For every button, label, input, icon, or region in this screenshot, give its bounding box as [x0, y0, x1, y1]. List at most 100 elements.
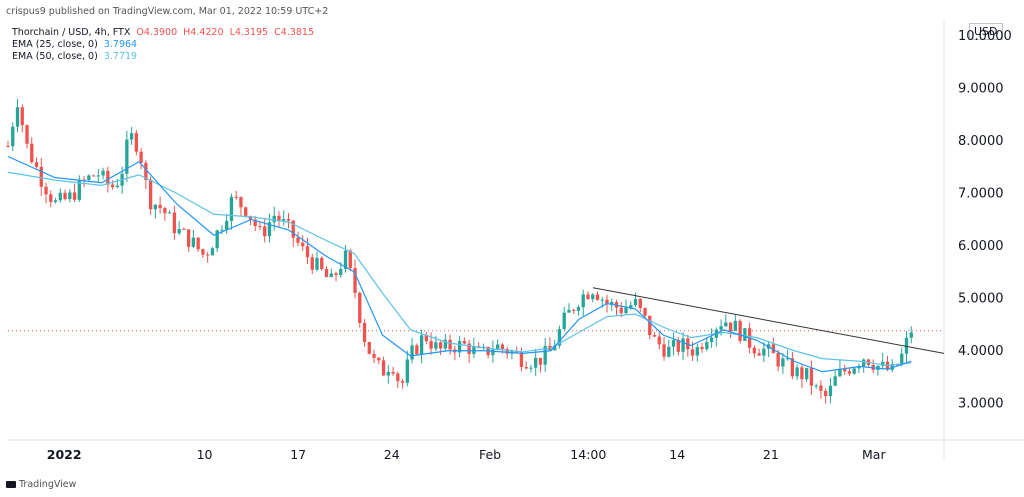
candle-body — [158, 204, 162, 209]
y-tick-label: 4.0000 — [958, 344, 1004, 359]
candle-body — [434, 342, 438, 349]
candle-body — [191, 237, 196, 247]
candle-body — [30, 143, 34, 163]
candle-body — [438, 342, 443, 349]
currency-badge[interactable]: USD — [969, 23, 1003, 40]
candle-body — [657, 336, 661, 345]
candle-body — [358, 292, 362, 323]
candle-body — [500, 344, 505, 350]
candle-body — [229, 196, 234, 221]
candle-body — [63, 192, 67, 200]
candle-body — [519, 352, 524, 368]
candle-body — [776, 353, 780, 367]
candle-body — [824, 390, 828, 397]
candle-body — [733, 320, 738, 331]
x-tick-label: 2022 — [47, 447, 82, 462]
candle-body — [719, 326, 723, 330]
candle-body — [881, 361, 885, 366]
candle-body — [291, 220, 295, 238]
candle-body — [467, 343, 471, 354]
candle-body — [315, 257, 319, 270]
candle-body — [129, 133, 134, 140]
candle-body — [6, 146, 10, 147]
candle-body — [167, 212, 172, 214]
candle-body — [415, 345, 419, 355]
candle-body — [624, 307, 628, 314]
ema25-value: 3.7964 — [103, 39, 138, 50]
candle-body — [591, 294, 595, 300]
candle-body — [339, 268, 343, 276]
candle-body — [610, 302, 614, 305]
candle-body — [443, 339, 448, 349]
candle-body — [648, 315, 652, 336]
candle-body — [267, 222, 272, 237]
candle-body — [391, 371, 395, 374]
candle-body — [424, 335, 429, 342]
candle-body — [448, 339, 452, 350]
x-tick-label: 24 — [384, 447, 400, 462]
candle-body — [795, 367, 799, 377]
candle-body — [263, 226, 267, 237]
tradingview-logo-icon — [6, 481, 16, 488]
candle-body — [738, 320, 742, 341]
high-value: H4.4220 — [183, 27, 224, 38]
candle-body — [163, 208, 167, 214]
x-tick-label: 21 — [763, 447, 779, 462]
y-tick-label: 5.0000 — [958, 291, 1004, 306]
candle-body — [833, 376, 837, 386]
candle-body — [301, 242, 305, 247]
candle-body — [225, 220, 229, 230]
candle-body — [700, 347, 704, 350]
candle-body — [310, 257, 314, 270]
candle-body — [348, 250, 352, 269]
candle-body — [491, 349, 495, 356]
ema50-line — [7, 171, 912, 367]
y-tick-label: 9.0000 — [958, 81, 1004, 96]
candle-body — [757, 353, 761, 356]
candle-body — [44, 186, 48, 195]
candle-body — [705, 342, 709, 350]
candle-body — [890, 364, 894, 370]
candle-body — [244, 207, 248, 216]
descending-trendline — [592, 287, 945, 354]
x-tick-label: 17 — [290, 447, 306, 462]
candle-body — [809, 368, 814, 386]
candle-body — [709, 337, 714, 343]
candle-body — [172, 212, 177, 234]
candle-body — [72, 192, 77, 200]
candle-body — [377, 357, 381, 361]
candle-body — [553, 345, 557, 351]
candle-body — [410, 345, 414, 360]
candle-body — [852, 368, 856, 374]
candle-body — [586, 294, 590, 300]
candle-body — [804, 368, 809, 380]
candle-body — [847, 371, 852, 374]
candle-body — [115, 185, 120, 188]
candle-body — [34, 162, 39, 167]
candle-body — [296, 237, 300, 243]
candle-body — [277, 215, 281, 221]
candle-body — [234, 196, 238, 198]
ema50-legend[interactable]: EMA (50, close, 0) 3.7719 — [12, 51, 137, 62]
candle-body — [253, 219, 257, 227]
ema25-legend[interactable]: EMA (25, close, 0) 3.7964 — [12, 39, 137, 50]
candle-body — [282, 219, 286, 221]
y-tick-label: 8.0000 — [958, 134, 1004, 149]
candle-body — [790, 358, 795, 377]
symbol-legend: Thorchain / USD, 4h, FTX O4.3900 H4.4220… — [12, 27, 314, 38]
candle-body — [595, 294, 600, 300]
candle-body — [771, 344, 776, 354]
candle-body — [543, 345, 547, 365]
candle-body — [462, 341, 467, 344]
candle-body — [800, 367, 804, 380]
low-value: L4.3195 — [229, 27, 269, 38]
candle-body — [239, 197, 243, 208]
candle-body — [77, 179, 81, 200]
candle-body — [329, 273, 333, 278]
candle-body — [529, 367, 533, 369]
candle-body — [343, 250, 348, 269]
candle-body — [429, 341, 433, 349]
candle-body — [762, 348, 766, 356]
candle-body — [629, 305, 633, 308]
